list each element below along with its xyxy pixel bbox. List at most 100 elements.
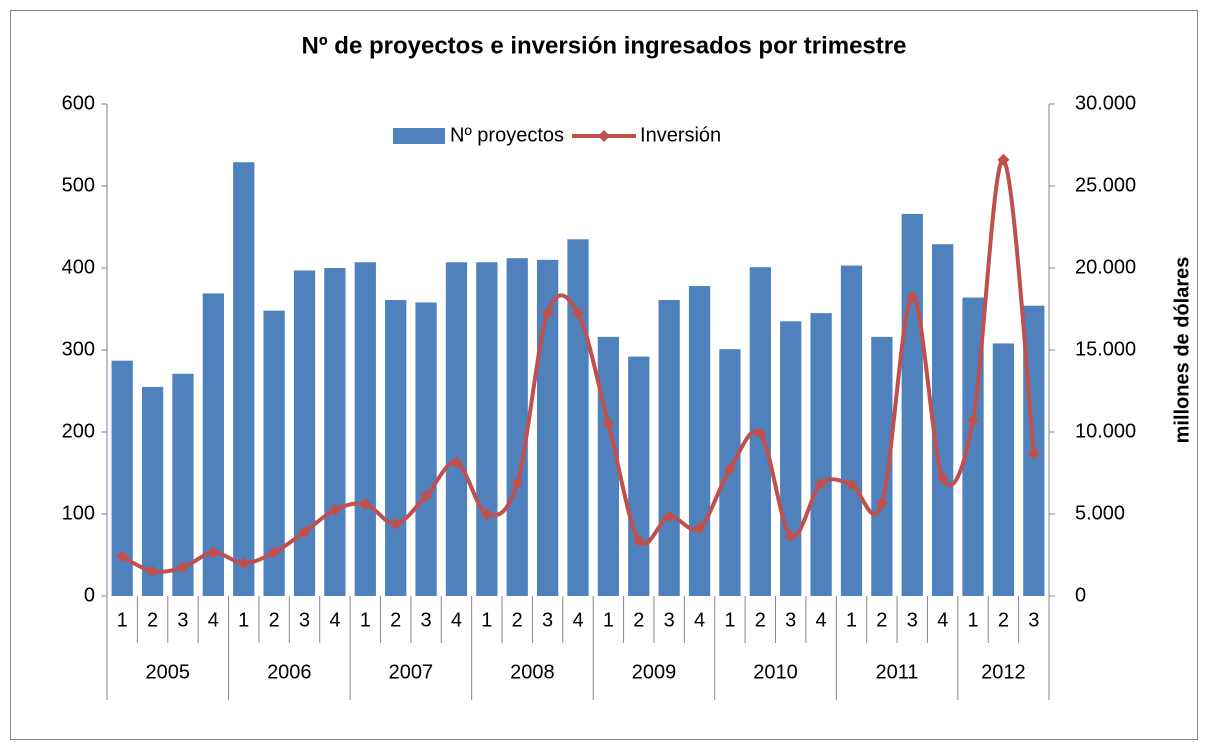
x-tick-label: 4 [329,609,340,631]
marker [967,414,980,427]
bar [506,258,528,596]
x-tick-label: 1 [724,609,735,631]
legend-marker [598,130,611,142]
bar [354,262,376,596]
x-tick-label: 1 [481,609,492,631]
y-tick-label: 100 [62,502,95,524]
marker [815,477,828,490]
bar [780,321,802,596]
x-tick-label: 2 [998,609,1009,631]
x-tick-label: 4 [572,609,583,631]
x-tick-label: 2 [269,609,280,631]
bar [597,336,620,596]
marker [359,498,372,511]
y2-tick-label: 5.000 [1075,502,1125,524]
y-tick-label: 400 [62,256,95,278]
x-tick-label: 3 [421,609,432,631]
x-tick-label: 3 [907,609,918,631]
bar [385,299,407,596]
bar [567,239,589,597]
x-tick-label: 4 [451,609,462,631]
marker [237,557,250,570]
bar [688,286,711,596]
marker [511,476,524,489]
bar [111,360,133,596]
y2-tick-label: 15.000 [1075,338,1136,360]
y2-axis-title: millones de dólares [1171,257,1193,444]
y-tick-label: 300 [62,338,95,360]
marker [116,550,129,563]
y-tick-label: 0 [84,584,95,606]
marker [632,534,645,547]
marker [176,561,189,574]
marker [723,462,736,475]
bar [293,270,316,596]
x-tick-label: 4 [937,609,948,631]
x-tick-label: 3 [664,609,675,631]
marker [450,456,463,469]
bar [810,313,832,596]
bar [141,386,164,596]
y2-tick-label: 0 [1075,584,1086,606]
legend-swatch [393,128,445,144]
x-tick-label: 3 [785,609,796,631]
x-group-label: 2006 [267,661,312,683]
x-tick-label: 4 [694,609,705,631]
x-group-label: 2008 [510,661,555,683]
x-tick-label: 3 [542,609,553,631]
x-tick-label: 1 [603,609,614,631]
marker [997,153,1010,166]
x-tick-label: 1 [846,609,857,631]
bar [445,262,468,596]
y2-tick-label: 20.000 [1075,256,1136,278]
x-group-label: 2005 [146,661,191,683]
y2-tick-label: 10.000 [1075,420,1136,442]
x-group-label: 2011 [876,661,919,683]
marker [845,478,858,491]
bar [172,373,194,596]
chart-title: Nº de proyectos e inversión ingresados p… [302,32,907,59]
x-tick-label: 1 [117,609,128,631]
x-group-label: 2010 [753,661,798,683]
marker [298,526,311,539]
x-tick-label: 3 [1028,609,1039,631]
bar [628,356,650,596]
bar [476,262,498,596]
y-tick-label: 600 [62,92,95,114]
bar [840,265,863,596]
x-tick-label: 2 [512,609,523,631]
bar [324,268,346,596]
x-tick-label: 2 [147,609,158,631]
legend-label: Nº proyectos [450,124,564,146]
marker [693,521,706,534]
x-tick-label: 2 [633,609,644,631]
x-tick-label: 2 [390,609,401,631]
bar [415,302,437,596]
x-group-label: 2009 [632,661,677,683]
marker [268,546,281,559]
x-tick-label: 4 [816,609,827,631]
marker [541,307,554,320]
bar [871,336,893,596]
y-tick-label: 200 [62,420,95,442]
marker [389,517,402,530]
y2-tick-label: 30.000 [1075,92,1136,114]
x-tick-label: 1 [360,609,371,631]
bar [233,162,255,596]
bar [202,293,224,596]
x-tick-label: 1 [238,609,249,631]
marker [1027,447,1040,460]
x-tick-label: 3 [177,609,188,631]
y2-tick-label: 25.000 [1075,174,1136,196]
x-tick-label: 2 [755,609,766,631]
x-group-label: 2012 [981,661,1026,683]
marker [906,290,919,303]
marker [328,503,341,516]
marker [663,510,676,523]
y-tick-label: 500 [62,174,95,196]
marker [207,546,220,559]
marker [420,489,433,502]
x-tick-label: 2 [876,609,887,631]
marker [602,417,615,430]
